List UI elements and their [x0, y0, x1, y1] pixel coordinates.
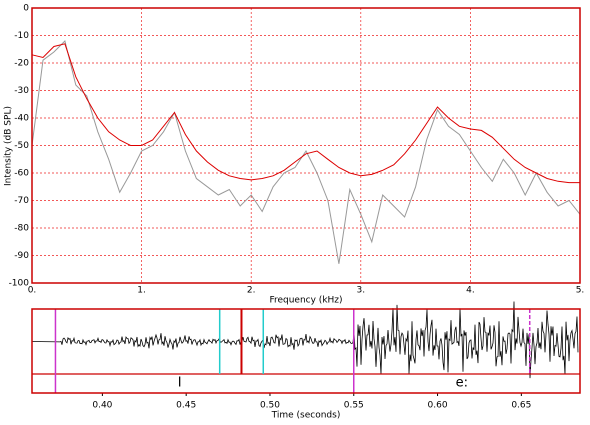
- x-axis-label: Time (seconds): [271, 411, 341, 421]
- x-tick-label: 2.: [247, 286, 256, 296]
- plot-frame: [31, 7, 581, 284]
- segment-label: I: [178, 376, 182, 391]
- y-tick-label: -90: [14, 251, 29, 261]
- y-tick-label: 0: [23, 4, 29, 14]
- y-tick-label: -100: [9, 279, 30, 289]
- x-tick-label: 5.: [576, 286, 585, 296]
- x-tick-label: 4.: [466, 286, 475, 296]
- y-tick-label: -40: [14, 114, 29, 124]
- y-tick-label: -60: [14, 169, 29, 179]
- y-tick-label: -80: [14, 224, 29, 234]
- y-tick-label: -20: [14, 59, 29, 69]
- y-tick-label: -70: [14, 196, 29, 206]
- plot-frame: [31, 308, 581, 394]
- series-line: [31, 43, 580, 184]
- segment-label: e:: [456, 376, 468, 391]
- x-tick-label: 1.: [137, 286, 146, 296]
- x-tick-label: 3.: [357, 286, 366, 296]
- series-line: [31, 40, 581, 264]
- x-axis-label: Frequency (kHz): [269, 296, 342, 306]
- y-tick-label: -10: [14, 31, 29, 41]
- y-axis-label: Intensity (dB SPL): [4, 106, 14, 186]
- x-tick-label: 0.: [28, 286, 37, 296]
- y-tick-label: -30: [14, 86, 29, 96]
- x-tick-label: 0.50: [260, 401, 280, 411]
- x-tick-label: 0.55: [344, 401, 364, 411]
- waveform: [31, 301, 579, 379]
- y-tick-label: -50: [14, 141, 29, 151]
- x-tick-label: 0.65: [511, 401, 531, 411]
- x-tick-label: 0.60: [428, 401, 448, 411]
- x-tick-label: 0.40: [92, 401, 112, 411]
- x-tick-label: 0.45: [176, 401, 196, 411]
